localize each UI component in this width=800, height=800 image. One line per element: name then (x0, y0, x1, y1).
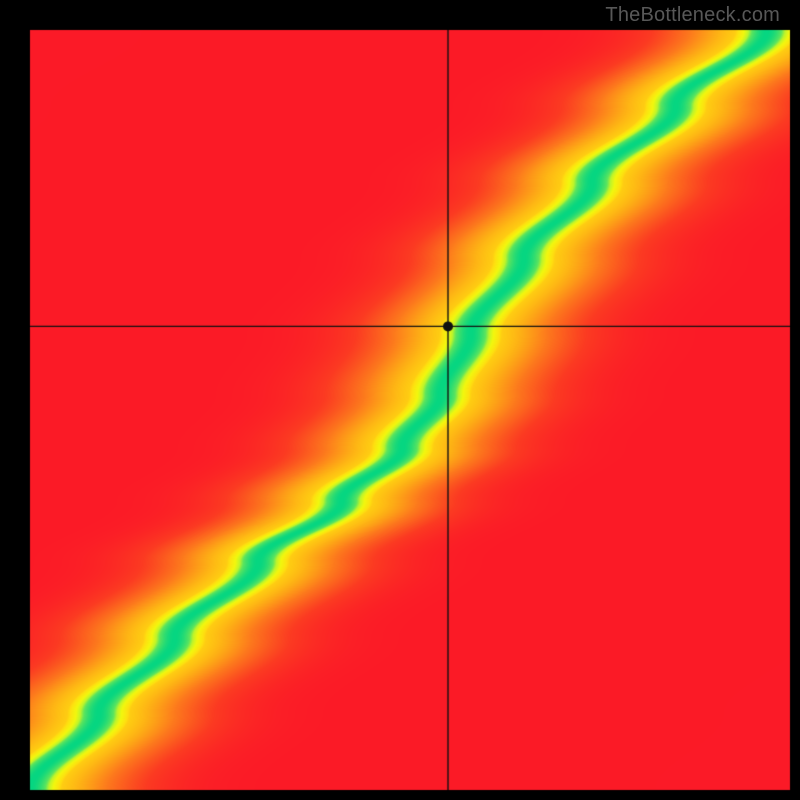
watermark-text: TheBottleneck.com (605, 4, 780, 27)
bottleneck-heatmap-canvas (0, 0, 800, 800)
chart-stage: TheBottleneck.com (0, 0, 800, 800)
